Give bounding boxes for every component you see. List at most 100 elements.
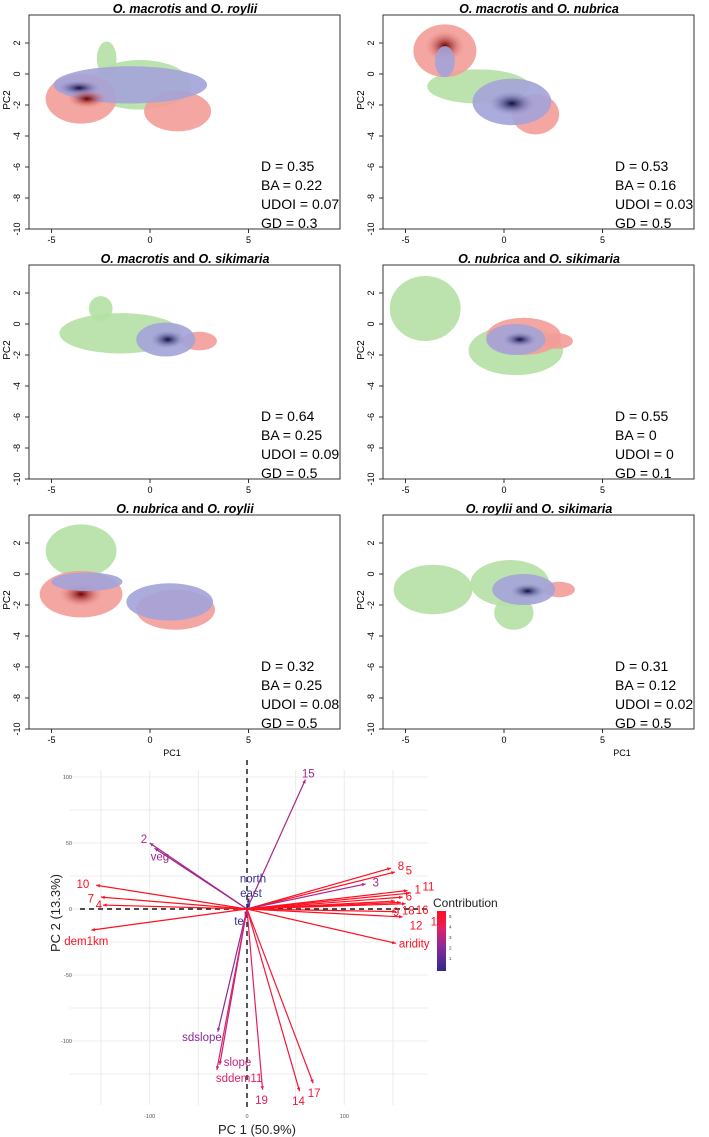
loading-arrow bbox=[246, 908, 264, 1090]
x-axis-label: PC1 bbox=[613, 748, 631, 758]
arrow-head bbox=[302, 779, 306, 784]
plot-frame bbox=[382, 14, 695, 230]
arrow-head bbox=[387, 867, 392, 871]
overlap-statistic: BA = 0.25 bbox=[261, 427, 322, 443]
y-tick-label: 0 bbox=[12, 321, 22, 326]
density-region-green bbox=[393, 564, 473, 615]
y-tick-label: -4 bbox=[366, 632, 376, 640]
niche-panel: O. macrotis and O. roylii -5 0 5 2 0 -2 -4 -6 -8 -… bbox=[2, 2, 341, 245]
arrow-head bbox=[361, 882, 366, 887]
title-and: and bbox=[178, 502, 207, 516]
arrow-head bbox=[246, 903, 250, 908]
species-2: O. sikimaria bbox=[199, 252, 270, 266]
overlap-statistic: UDOI = 0 bbox=[615, 446, 674, 462]
y-axis-label: PC2 bbox=[356, 340, 367, 360]
y-tick-label: -10 bbox=[366, 222, 376, 235]
y-tick-label: -4 bbox=[366, 132, 376, 140]
species-1: O. roylii bbox=[466, 502, 513, 516]
y-tick-label: -8 bbox=[12, 194, 22, 202]
plot-frame bbox=[382, 264, 695, 480]
x-axis-label: PC 1 (50.9%) bbox=[218, 1122, 296, 1137]
y-tick-label: -2 bbox=[12, 601, 22, 609]
overlap-statistic: BA = 0.12 bbox=[615, 677, 676, 693]
y-tick-label: -8 bbox=[12, 444, 22, 452]
x-tick-label: -100 bbox=[144, 1114, 155, 1120]
arrow-head bbox=[405, 891, 410, 896]
y-tick-label: -4 bbox=[366, 382, 376, 390]
vector-label: 17 bbox=[308, 1088, 321, 1100]
legend-tick-label: 5 bbox=[449, 914, 452, 919]
x-tick-label: 5 bbox=[246, 235, 251, 245]
loading-arrow bbox=[96, 884, 248, 910]
vector-label: 13 bbox=[431, 916, 444, 928]
legend: Contribution 5 4 3 2 1 bbox=[433, 896, 498, 971]
overlap-statistic: GD = 0.5 bbox=[261, 465, 318, 481]
x-tick-label: -5 bbox=[47, 735, 55, 745]
arrow-head bbox=[296, 1087, 301, 1092]
arrow-head bbox=[391, 899, 395, 903]
density-region-green bbox=[45, 524, 117, 578]
y-axis-label: PC2 bbox=[356, 90, 367, 110]
species-1: O. macrotis bbox=[101, 252, 170, 266]
y-tick-label: -8 bbox=[12, 694, 22, 702]
panel-title: O. macrotis and O. roylii bbox=[113, 2, 258, 16]
x-tick-label: -5 bbox=[401, 735, 409, 745]
loading-arrow bbox=[246, 908, 314, 1084]
x-tick-label: -5 bbox=[47, 235, 55, 245]
density-region-red bbox=[541, 333, 573, 349]
vector-label: north bbox=[240, 874, 266, 886]
niche-overlap-panels: O. macrotis and O. roylii -5 0 5 2 0 -2 -4 -6 -8 -… bbox=[2, 2, 695, 758]
vector-label: 3 bbox=[373, 877, 379, 889]
y-tick-label: 0 bbox=[366, 321, 376, 326]
arrow-head bbox=[260, 1086, 264, 1090]
y-tick-label: -2 bbox=[366, 601, 376, 609]
density-region-blue bbox=[126, 583, 214, 621]
loading-arrow bbox=[246, 908, 396, 913]
x-tick-label: 0 bbox=[147, 235, 152, 245]
arrow-head bbox=[102, 903, 107, 907]
density-regions bbox=[59, 296, 217, 357]
arrow-head bbox=[246, 898, 250, 903]
overlap-statistic: GD = 0.5 bbox=[615, 715, 672, 731]
vector-label: east bbox=[240, 888, 263, 900]
vector-label: 19 bbox=[255, 1095, 268, 1107]
density-region-corered bbox=[425, 30, 465, 62]
vector-label: 16 bbox=[416, 905, 429, 917]
density-regions bbox=[39, 524, 216, 630]
y-tick-label: -10 bbox=[12, 472, 22, 485]
plot-frame bbox=[28, 514, 341, 730]
niche-panel: O. macrotis and O. nubrica -5 0 5 2 0 -2 -4 -6 -8… bbox=[356, 2, 695, 245]
legend-tick-label: 3 bbox=[449, 935, 452, 940]
loading-arrow bbox=[91, 908, 248, 931]
panel-title: O. nubrica and O. sikimaria bbox=[458, 252, 620, 266]
vector-label: 5 bbox=[406, 865, 412, 877]
arrow-head bbox=[149, 843, 154, 847]
y-tick-label: -10 bbox=[12, 222, 22, 235]
legend-tick-label: 4 bbox=[449, 925, 452, 930]
density-regions bbox=[413, 24, 560, 135]
loading-arrow bbox=[246, 908, 301, 1092]
y-axis-label: PC2 bbox=[2, 590, 13, 610]
species-2: O. sikimaria bbox=[541, 502, 612, 516]
x-tick-label: 0 bbox=[501, 235, 506, 245]
overlap-statistic: BA = 0 bbox=[615, 427, 657, 443]
y-tick-label: 2 bbox=[366, 540, 376, 545]
y-tick-label: 0 bbox=[366, 571, 376, 576]
vector-label: te bbox=[234, 916, 244, 928]
y-tick-label: -2 bbox=[12, 101, 22, 109]
species-1: O. nubrica bbox=[116, 502, 178, 516]
pca-biplot: -100 0 100 100 50 0 -50 -100 PC 1 (50.9%) PC 2 (1… bbox=[48, 760, 498, 1137]
panel-title: O. roylii and O. sikimaria bbox=[466, 502, 613, 516]
arrow-head bbox=[392, 909, 396, 914]
color-bar bbox=[437, 911, 446, 971]
vector-label: 10 bbox=[76, 879, 89, 891]
x-tick-label: -5 bbox=[401, 235, 409, 245]
y-tick-label: -100 bbox=[61, 1039, 72, 1045]
y-tick-label: -6 bbox=[12, 663, 22, 671]
arrow-head bbox=[96, 884, 101, 888]
y-tick-label: -6 bbox=[366, 413, 376, 421]
overlap-statistic: UDOI = 0.07 bbox=[261, 196, 339, 212]
overlap-statistic: UDOI = 0.02 bbox=[615, 696, 693, 712]
arrow-head bbox=[91, 927, 96, 932]
x-tick-label: 5 bbox=[600, 485, 605, 495]
